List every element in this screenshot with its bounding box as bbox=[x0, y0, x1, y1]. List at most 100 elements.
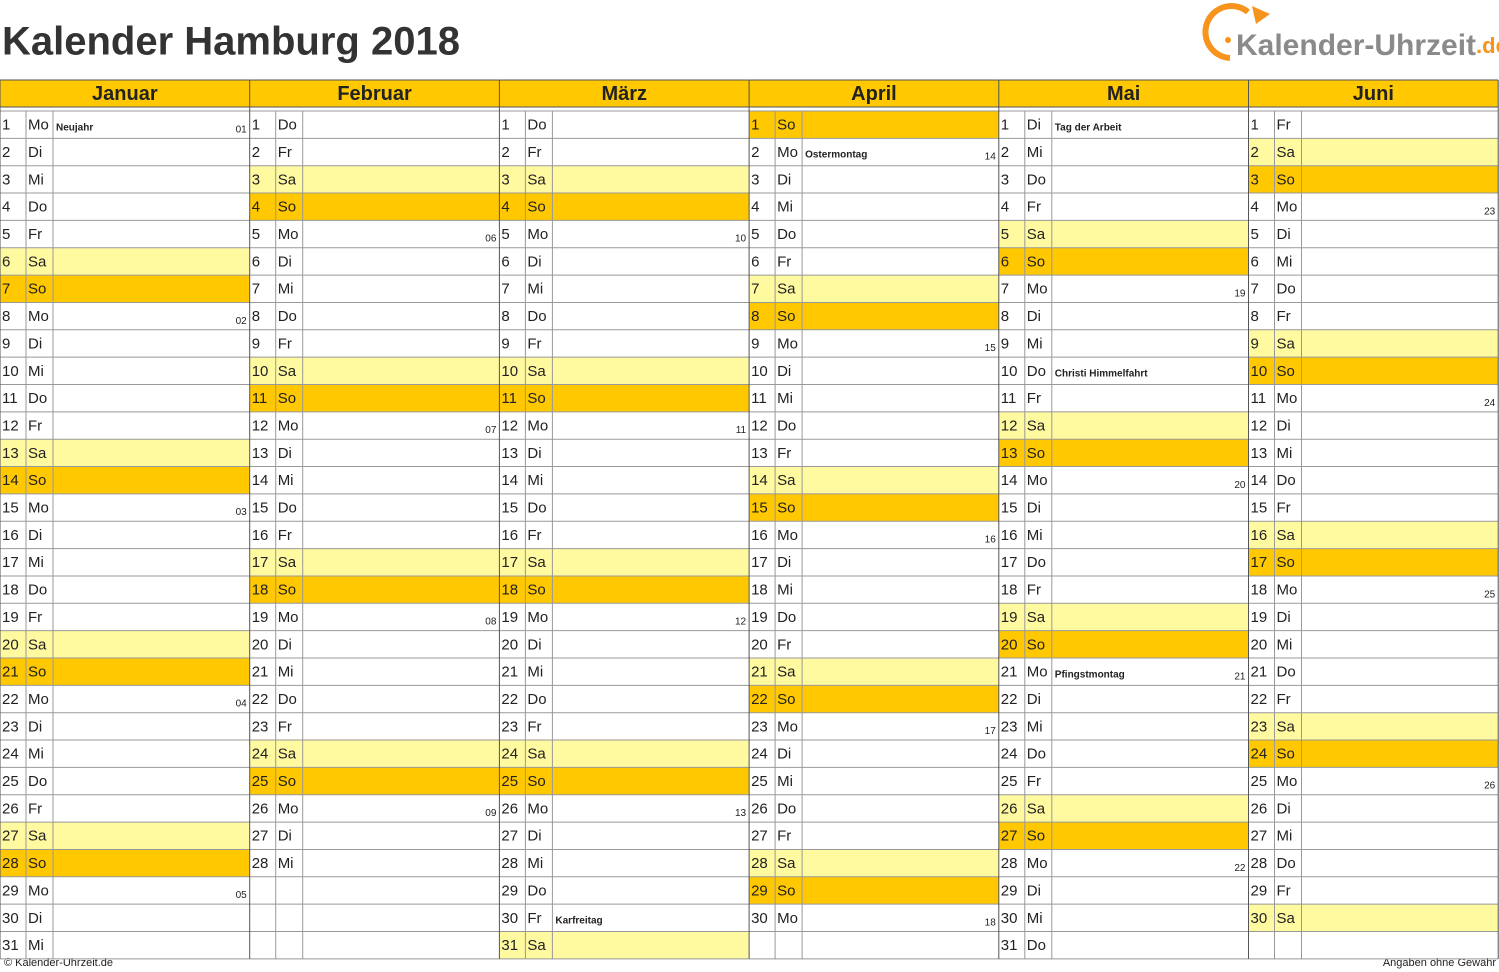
month-name: April bbox=[851, 83, 897, 105]
day-number: 14 bbox=[1001, 472, 1018, 489]
day-number: 11 bbox=[1001, 390, 1017, 407]
weekday: Mo bbox=[28, 500, 49, 517]
weekday: Mi bbox=[527, 855, 543, 872]
day-number: 2 bbox=[1001, 144, 1009, 161]
weekday: So bbox=[777, 500, 795, 517]
weekday: So bbox=[28, 855, 46, 872]
day-number: 2 bbox=[1251, 144, 1259, 161]
weekday: Do bbox=[28, 199, 47, 216]
weekday: Fr bbox=[527, 910, 541, 927]
weekend-row bbox=[749, 275, 999, 303]
day-number: 27 bbox=[252, 828, 269, 845]
day-number: 26 bbox=[2, 800, 19, 817]
weekend-row bbox=[998, 630, 1249, 658]
day-number: 22 bbox=[751, 691, 768, 708]
weekday: Sa bbox=[278, 171, 297, 188]
weekday: Di bbox=[527, 253, 541, 270]
day-number: 22 bbox=[2, 691, 19, 708]
weekday: Fr bbox=[1277, 691, 1291, 708]
day-number: 9 bbox=[1001, 335, 1009, 352]
day-number: 12 bbox=[1001, 417, 1018, 434]
month-name: Januar bbox=[92, 83, 158, 105]
weekday: Do bbox=[527, 308, 546, 325]
day-number: 4 bbox=[2, 199, 10, 216]
weekend-row bbox=[499, 767, 750, 795]
weekday: Sa bbox=[1277, 718, 1296, 735]
weekday: Di bbox=[1277, 417, 1291, 434]
weekend-row bbox=[749, 466, 999, 494]
day-number: 29 bbox=[501, 882, 518, 899]
weekday: Mi bbox=[278, 472, 294, 489]
week-number: 16 bbox=[985, 535, 997, 546]
weekday: Di bbox=[777, 171, 791, 188]
day-number: 9 bbox=[252, 335, 260, 352]
weekday: Do bbox=[28, 582, 47, 599]
day-number: 25 bbox=[2, 773, 19, 790]
day-number: 26 bbox=[751, 800, 768, 817]
holiday: Neujahr bbox=[56, 122, 93, 133]
day-number: 29 bbox=[751, 882, 768, 899]
day-number: 24 bbox=[501, 746, 518, 763]
day-number: 31 bbox=[2, 937, 19, 954]
day-number: 5 bbox=[2, 226, 10, 243]
weekday: Sa bbox=[1277, 144, 1296, 161]
weekday: Do bbox=[278, 117, 297, 134]
day-number: 21 bbox=[501, 664, 518, 681]
weekend-row bbox=[499, 193, 750, 221]
weekday: Do bbox=[278, 308, 297, 325]
day-number: 17 bbox=[1251, 554, 1268, 571]
weekday: Mi bbox=[1277, 445, 1293, 462]
day-number: 24 bbox=[2, 746, 19, 763]
day-number: 8 bbox=[1001, 308, 1009, 325]
weekday: Fr bbox=[278, 527, 292, 544]
day-number: 3 bbox=[751, 171, 759, 188]
weekday: Di bbox=[278, 636, 292, 653]
weekday: Di bbox=[1027, 691, 1041, 708]
day-number: 15 bbox=[501, 500, 518, 517]
weekend-row bbox=[1248, 521, 1499, 549]
weekday: Di bbox=[28, 910, 42, 927]
weekday: Do bbox=[1277, 855, 1296, 872]
day-number: 20 bbox=[2, 636, 19, 653]
week-number: 07 bbox=[485, 425, 497, 436]
weekday: Mi bbox=[28, 937, 44, 954]
weekday: Fr bbox=[1277, 308, 1291, 325]
weekend-row bbox=[0, 630, 250, 658]
day-number: 30 bbox=[2, 910, 19, 927]
day-number: 23 bbox=[2, 718, 19, 735]
weekday: Di bbox=[28, 718, 42, 735]
day-number: 7 bbox=[751, 281, 759, 298]
month-header bbox=[998, 80, 1249, 107]
weekend-row bbox=[1248, 904, 1499, 932]
weekend-row bbox=[249, 384, 500, 412]
weekday: Di bbox=[1027, 308, 1041, 325]
day-number: 4 bbox=[252, 199, 260, 216]
week-number: 01 bbox=[236, 124, 248, 135]
week-number: 20 bbox=[1234, 480, 1246, 491]
day-number: 15 bbox=[1001, 500, 1018, 517]
weekday: Do bbox=[527, 691, 546, 708]
weekday: Do bbox=[278, 500, 297, 517]
weekday: Fr bbox=[1027, 199, 1041, 216]
day-number: 13 bbox=[1251, 445, 1268, 462]
day-number: 28 bbox=[2, 855, 19, 872]
weekday: Do bbox=[777, 226, 796, 243]
holiday: Tag der Arbeit bbox=[1055, 122, 1122, 133]
weekend-row bbox=[249, 193, 500, 221]
weekday: Sa bbox=[527, 171, 546, 188]
weekday: Di bbox=[278, 828, 292, 845]
weekday: Di bbox=[28, 335, 42, 352]
footer-right: Angaben ohne Gewähr bbox=[1383, 957, 1496, 969]
logo-name-text: Kalender-Uhrzeit bbox=[1236, 29, 1476, 62]
week-number: 18 bbox=[985, 917, 997, 928]
day-number: 11 bbox=[1251, 390, 1267, 407]
weekday: So bbox=[527, 199, 545, 216]
weekday: Mo bbox=[278, 800, 299, 817]
weekday: Sa bbox=[278, 746, 297, 763]
weekday: Fr bbox=[1277, 500, 1291, 517]
day-number: 25 bbox=[252, 773, 269, 790]
day-number: 7 bbox=[501, 281, 509, 298]
day-number: 12 bbox=[1251, 417, 1268, 434]
weekend-row bbox=[0, 822, 250, 850]
weekday: Mo bbox=[28, 117, 49, 134]
